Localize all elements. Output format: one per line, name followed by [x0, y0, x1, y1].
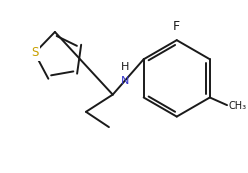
Text: N: N	[121, 76, 129, 86]
Text: S: S	[31, 46, 38, 60]
Text: F: F	[173, 20, 180, 33]
Text: CH₃: CH₃	[229, 101, 247, 111]
Text: H: H	[121, 62, 129, 72]
